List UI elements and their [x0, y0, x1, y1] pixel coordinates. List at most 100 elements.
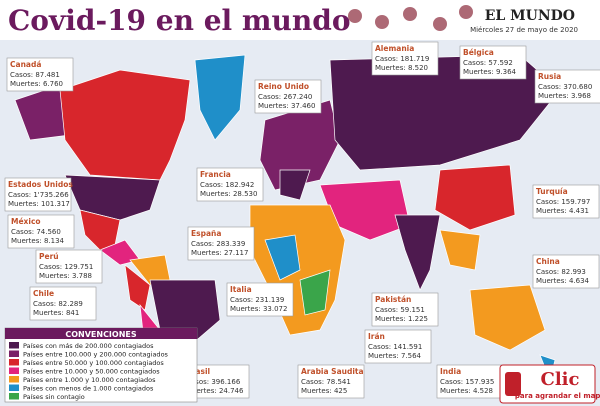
country-cases: Casos: 182.942: [200, 181, 254, 189]
legend-swatch: [9, 376, 19, 383]
legend-label: Países entre 100.000 y 200.000 contagiad…: [23, 351, 169, 359]
country-box: [4, 177, 72, 212]
zoom-button-text[interactable]: Clic: [541, 369, 580, 390]
legend-swatch: [9, 359, 19, 366]
legend-header: [5, 328, 197, 339]
virus-icon: [433, 17, 447, 31]
country-box: [459, 45, 527, 80]
country-box: [35, 249, 103, 284]
country-deaths: Muertes: 1.225: [375, 315, 428, 323]
country-box: [532, 254, 600, 289]
header-band: [0, 0, 600, 40]
legend-swatch: [9, 393, 19, 400]
country-name: Pakistán: [375, 295, 411, 304]
hand-icon: [505, 372, 521, 396]
country-cases: Casos: 82.993: [536, 268, 586, 276]
country-name: Brasil: [186, 367, 210, 376]
country-box: [187, 226, 255, 261]
country-box: [371, 41, 439, 76]
country-name: Bélgica: [463, 48, 494, 57]
country-deaths: Muertes: 7.564: [368, 352, 422, 360]
legend-label: Países entre 50.000 y 100.000 contagiado…: [23, 359, 164, 367]
country-name: México: [11, 217, 41, 226]
country-cases: Casos: 129.751: [39, 263, 93, 271]
country-box: [371, 292, 439, 327]
country-box: [534, 69, 600, 104]
virus-icon: [348, 9, 362, 23]
country-deaths: Muertes: 4.528: [440, 387, 493, 395]
legend-swatch: [9, 367, 19, 374]
country-name: Canadá: [10, 60, 41, 69]
country-cases: Casos: 283.339: [191, 240, 245, 248]
map-shapes: [14, 54, 561, 396]
country-deaths: Muertes: 28.530: [200, 190, 257, 198]
country-deaths: Muertes: 37.460: [258, 102, 315, 110]
virus-icon: [459, 5, 473, 19]
legend-swatch: [9, 342, 19, 349]
legend-title: CONVENCIONES: [65, 330, 137, 339]
country-cases: Casos: 1'735.266: [8, 191, 69, 199]
brand: EL MUNDO: [485, 8, 575, 24]
title: Covid-19 en el mundo: [8, 4, 351, 37]
country-deaths: Muertes: 4.431: [536, 207, 589, 215]
legend-swatch: [9, 384, 19, 391]
country-box: [532, 184, 600, 219]
country-cases: Casos: 157.935: [440, 378, 494, 386]
country-deaths: Muertes: 24.746: [186, 387, 244, 395]
virus-icon: [403, 7, 417, 21]
country-cases: Casos: 231.139: [230, 296, 284, 304]
country-name: Rusia: [538, 72, 561, 81]
country-deaths: Muertes: 6.760: [10, 80, 63, 88]
country-name: Alemania: [375, 44, 414, 53]
zoom-button-text[interactable]: para agrandar el mapa: [515, 392, 600, 400]
country-name: China: [536, 257, 560, 266]
country-box: [29, 286, 97, 321]
country-cases: Casos: 159.797: [536, 198, 590, 206]
country-deaths: Muertes: 9.364: [463, 68, 517, 76]
country-box: [226, 282, 294, 317]
legend-label: Países con más de 200.000 contagiados: [23, 342, 154, 350]
country-deaths: Muertes: 841: [33, 309, 79, 317]
legend-box: [4, 327, 198, 403]
country-cases: Casos: 181.719: [375, 55, 429, 63]
legend-label: Países sin contagio: [23, 393, 85, 401]
country-name: Francia: [200, 170, 231, 179]
country-name: Italia: [230, 285, 252, 294]
country-cases: Casos: 57.592: [463, 59, 513, 67]
country-deaths: Muertes: 8.134: [11, 237, 65, 245]
country-deaths: Muertes: 425: [301, 387, 347, 395]
country-cases: Casos: 59.151: [375, 306, 425, 314]
country-name: Arabia Saudita: [301, 367, 364, 376]
country-deaths: Muertes: 27.117: [191, 249, 248, 257]
country-name: Irán: [368, 332, 385, 341]
country-deaths: Muertes: 3.968: [538, 92, 591, 100]
legend-label: Países entre 10.000 y 50.000 contagiados: [23, 368, 160, 376]
country-name: Perú: [39, 252, 59, 261]
country-deaths: Muertes: 8.520: [375, 64, 428, 72]
legend-swatch: [9, 350, 19, 357]
country-box: [254, 79, 322, 114]
country-name: España: [191, 229, 221, 238]
country-name: Turquía: [536, 187, 568, 196]
country-name: Chile: [33, 289, 54, 298]
country-deaths: Muertes: 33.072: [230, 305, 287, 313]
zoom-button[interactable]: [499, 364, 596, 404]
country-deaths: Muertes: 3.788: [39, 272, 92, 280]
country-box: [364, 329, 432, 364]
country-name: Reino Unido: [258, 82, 309, 91]
country-cases: Casos: 141.591: [368, 343, 422, 351]
country-box: [196, 167, 264, 202]
country-name: India: [440, 367, 461, 376]
country-cases: Casos: 78.541: [301, 378, 351, 386]
country-cases: Casos: 396.166: [186, 378, 241, 386]
country-box: [436, 364, 504, 399]
country-deaths: Muertes: 101.317: [8, 200, 70, 208]
legend-label: Países con menos de 1.000 contagiados: [23, 385, 154, 393]
country-name: Estados Unidos: [8, 180, 73, 189]
country-deaths: Muertes: 4.634: [536, 277, 590, 285]
country-cases: Casos: 74.560: [11, 228, 61, 236]
date: Miércoles 27 de mayo de 2020: [470, 26, 578, 34]
country-cases: Casos: 370.680: [538, 83, 592, 91]
legend-label: Países entre 1.000 y 10.000 contagiados: [23, 376, 156, 384]
